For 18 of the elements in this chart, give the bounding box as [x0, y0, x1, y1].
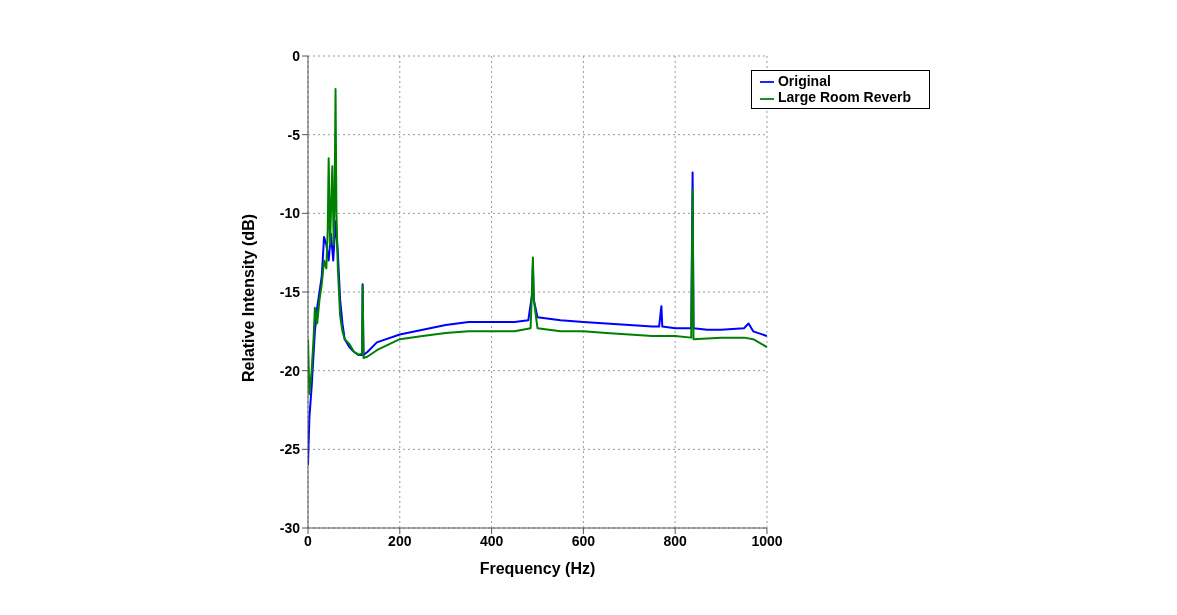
y-tick-label: -25 [279, 441, 301, 458]
x-tick-label: 600 [571, 532, 596, 549]
x-tick-label: 400 [479, 532, 504, 549]
x-tick-label: 0 [304, 532, 313, 549]
y-tick-label: 0 [292, 47, 301, 64]
legend-label: Original [777, 73, 831, 89]
y-tick-label: -15 [279, 283, 301, 300]
x-tick-label: 800 [663, 532, 688, 549]
y-tick-label: -20 [279, 362, 301, 379]
y-tick-label: -10 [279, 205, 301, 222]
y-tick-label: -30 [279, 519, 301, 536]
x-tick-label: 200 [388, 532, 412, 549]
x-tick-label: 1000 [751, 532, 783, 549]
line-series [308, 88, 767, 396]
legend-label: Large Room Reverb [777, 89, 911, 106]
y-tick-label: -5 [287, 126, 301, 143]
x-axis-title: Frequency (Hz) [479, 560, 596, 577]
y-axis-title: Relative Intensity (dB) [239, 213, 257, 382]
